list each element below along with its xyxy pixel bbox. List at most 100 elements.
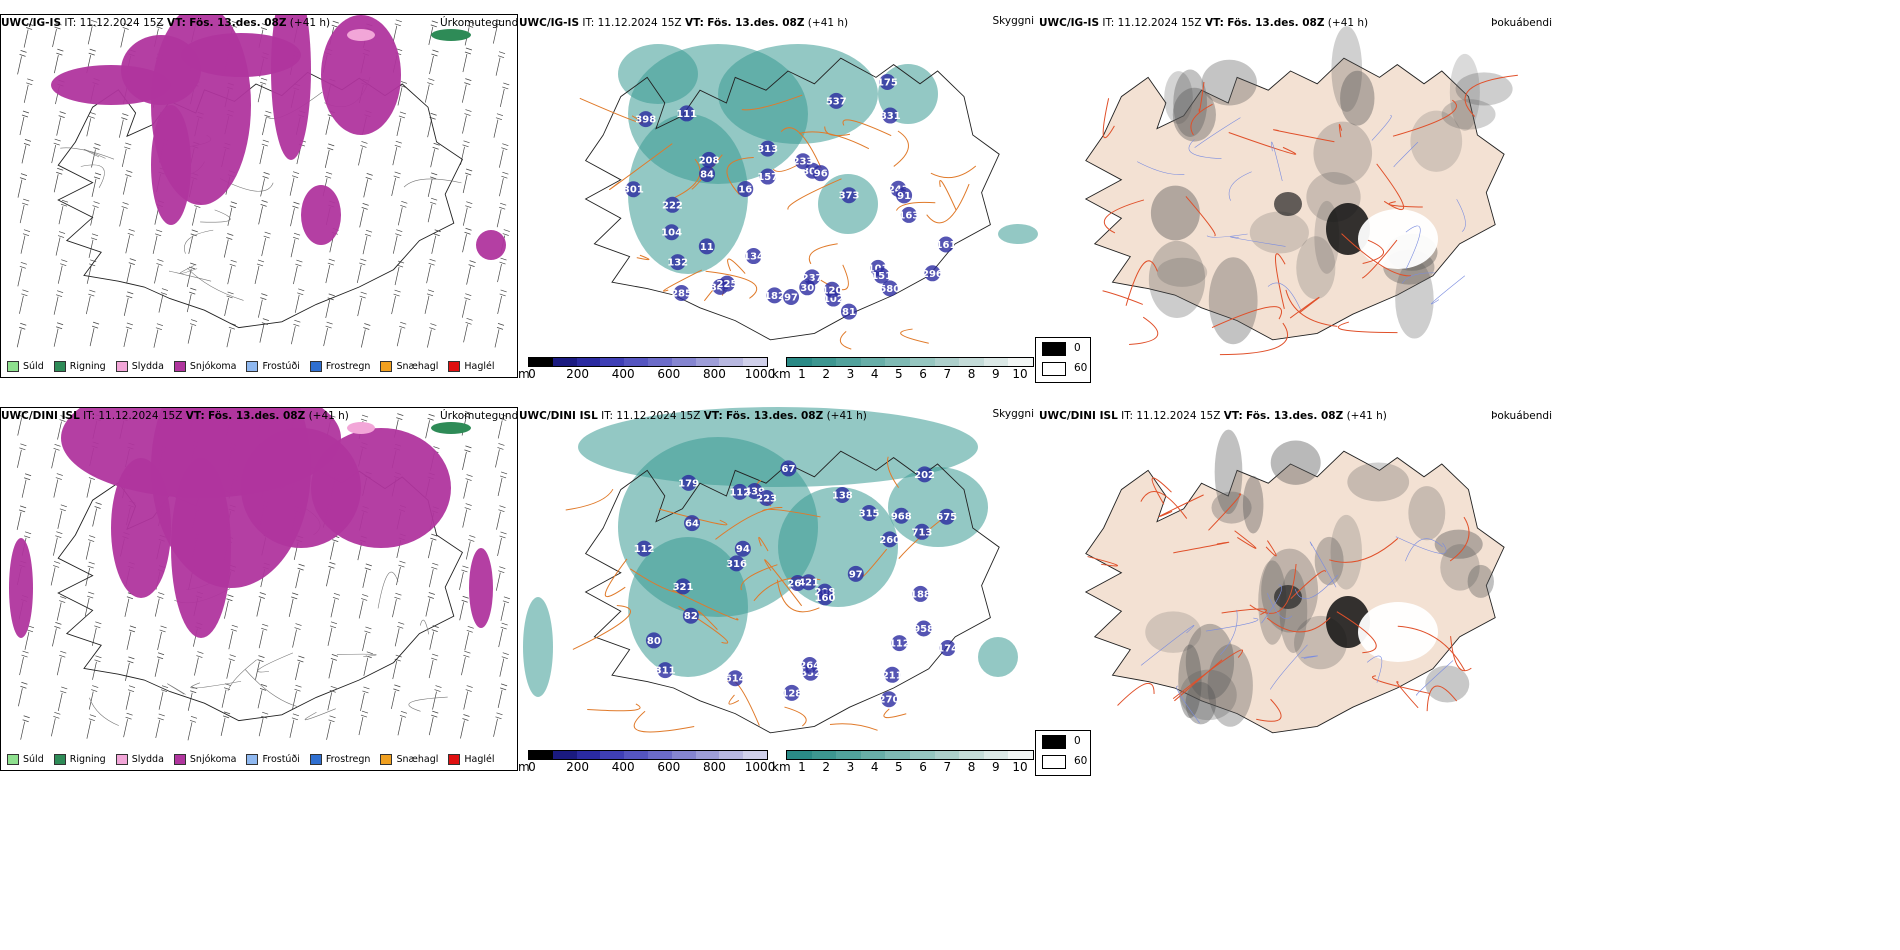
visibility-label: 223: [756, 493, 777, 504]
colorbar-tick: 7: [943, 367, 952, 381]
precip-title: UWC/DINI ISL IT: 11.12.2024 15Z VT: Fös.…: [1, 410, 349, 422]
roads: [60, 76, 462, 301]
fog-panel[interactable]: [1038, 14, 1553, 378]
colorbar-tick: 10: [1012, 367, 1028, 381]
colorbar-segment: [934, 751, 960, 759]
visibility-label: 675: [936, 512, 957, 523]
visibility-label: 16: [738, 185, 752, 196]
precip-areas: [9, 408, 493, 638]
visibility-colorbar: km 1 2 3 4 5 6 7 8 9 10: [772, 357, 1034, 381]
legend-label: Slydda: [131, 754, 164, 765]
visibility-label: 112: [889, 639, 910, 650]
visibility-label: 97: [784, 293, 798, 304]
colorbar-segment: [624, 358, 648, 366]
colorbar-segment: [983, 751, 1009, 759]
legend-swatch: [115, 754, 128, 765]
visibility-label: 614: [725, 674, 746, 685]
iceland-outline: [57, 71, 463, 329]
colorbar-tick: 0: [528, 367, 536, 381]
visibility-label: 311: [655, 666, 676, 677]
visibility-label: 179: [678, 478, 699, 489]
visibility-label: 237: [802, 273, 823, 284]
colorbar-segment: [1008, 751, 1033, 759]
legend-label: Haglél: [464, 361, 495, 372]
colorbar-segment: [909, 358, 935, 366]
colorbar-tick: 800: [702, 760, 726, 774]
fog-panel-name: Þokuábendi: [1491, 410, 1552, 422]
visibility-label: 182: [764, 291, 785, 302]
colorbar-segment: [671, 751, 696, 759]
colorbar-tick: 1: [798, 367, 806, 381]
colorbar-tick: 200: [566, 760, 590, 774]
fog-map: [1084, 429, 1505, 734]
colorbar-tick: 8: [967, 367, 976, 381]
precip-legend-item: Frostúði: [246, 361, 300, 372]
visibility-label: 208: [699, 155, 720, 166]
legend-swatch: [380, 754, 393, 765]
visibility-map: 6752086142609683323214392642231601381882…: [523, 407, 1018, 734]
roads: [565, 456, 943, 733]
fog-legend-swatch-0: [1042, 735, 1066, 749]
visibility-label: 269: [787, 579, 808, 590]
visibility-label: 102: [823, 294, 844, 305]
visibility-label: 160: [815, 593, 836, 604]
colorbar-segment: [695, 751, 720, 759]
precip-legend: Súld Rigning Slydda Snjókoma Frostúði Frostre…: [7, 754, 495, 765]
colorbar-tick: 1000: [744, 367, 776, 381]
colorbar-tick: 1: [798, 760, 806, 774]
elevation-colorbar: m 0 200 400 600 800 1000: [518, 750, 775, 774]
legend-label: Frostregn: [325, 754, 371, 765]
visibility-label: 958: [913, 624, 934, 635]
fog-map: [1084, 26, 1518, 356]
visibility-panel[interactable]: 6752086142609683323214392642231601381882…: [518, 407, 1038, 771]
visibility-label: 94: [736, 544, 750, 555]
colorbar-segment: [552, 358, 577, 366]
legend-swatch: [380, 361, 393, 372]
colorbar-segment: [600, 358, 625, 366]
precip-legend-item: Súld: [7, 361, 44, 372]
colorbar-segment: [624, 751, 648, 759]
visibility-label: 211: [882, 670, 903, 681]
visibility-label: 112: [729, 487, 750, 498]
visibility-label: 225: [717, 279, 738, 290]
colorbar-segment: [647, 751, 672, 759]
visibility-label: 30: [800, 283, 814, 294]
legend-swatch: [246, 361, 259, 372]
visibility-label: 128: [781, 688, 802, 699]
visibility-label: 270: [879, 695, 900, 706]
precip-type-panel[interactable]: Súld Rigning Slydda Snjókoma Frostúði Frostre…: [0, 407, 518, 771]
visibility-panel[interactable]: 2225373733095802852333493131341571751822…: [518, 14, 1038, 378]
colorbar-tick: 6: [919, 760, 927, 774]
visibility-label: 313: [757, 144, 778, 155]
colorbar-segment: [576, 751, 601, 759]
precip-legend: Súld Rigning Slydda Snjókoma Frostúði Frostre…: [7, 361, 495, 372]
legend-swatch: [53, 361, 66, 372]
fog-panel[interactable]: [1038, 407, 1553, 771]
visibility-label: 264: [799, 660, 820, 671]
visibility-label: 332: [800, 668, 821, 679]
low-visibility-areas: [618, 44, 1038, 274]
colorbar-segment: [934, 358, 960, 366]
legend-swatch: [173, 361, 186, 372]
colorbar-segment: [743, 358, 767, 366]
colorbar-tick: 10: [1012, 760, 1028, 774]
precip-type-panel[interactable]: Súld Rigning Slydda Snjókoma Frostúði Frostre…: [0, 14, 518, 378]
roads: [1102, 74, 1518, 356]
visibility-label: 81: [842, 307, 856, 318]
legend-swatch: [53, 754, 66, 765]
visibility-label: 111: [676, 109, 697, 120]
colorbar-tick: 4: [870, 760, 879, 774]
colorbar-tick: 5: [895, 367, 903, 381]
visibility-label: 188: [910, 589, 931, 600]
fog-legend-value-1: 60: [1074, 362, 1088, 374]
visibility-label: 112: [634, 544, 655, 555]
visibility-label: 243: [888, 184, 909, 195]
visibility-label: 301: [623, 185, 644, 196]
fog-legend: 0 60: [1035, 337, 1091, 383]
visibility-panel-name: Skyggni: [992, 408, 1035, 420]
visibility-label: 151: [871, 271, 892, 282]
fog-areas: [1145, 429, 1494, 727]
colorbar-segment: [811, 751, 837, 759]
visibility-label: 309: [802, 166, 823, 177]
visibility-label: 120: [822, 285, 843, 296]
